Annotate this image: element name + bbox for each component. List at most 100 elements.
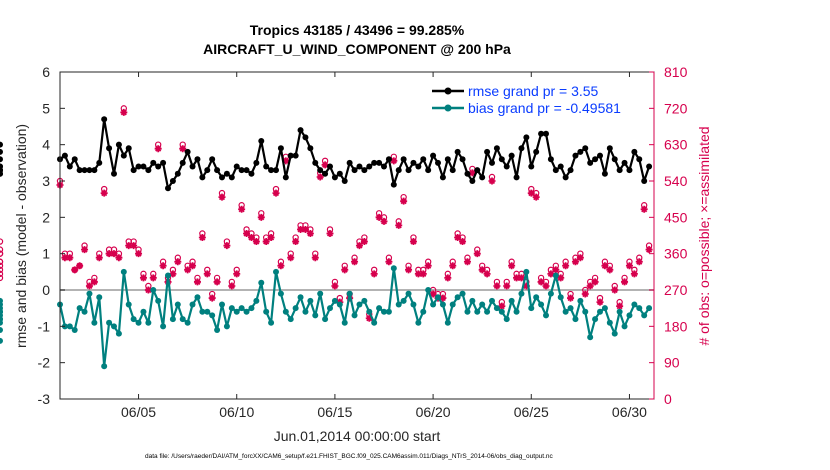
obs-assimilated-marker: [567, 294, 575, 302]
y2-tick-label: 810: [664, 64, 688, 80]
bias-marker: [621, 323, 628, 330]
obs-assimilated-marker: [625, 262, 633, 270]
bias-marker: [395, 301, 402, 308]
y2-tick-label: 270: [664, 282, 688, 298]
y-axis-left: -3 -2 -1 0 1 2 3 4 5 6: [38, 64, 65, 407]
bias-marker: [489, 297, 495, 304]
obs-assimilated-marker: [429, 290, 437, 298]
y2-tick-label: 630: [664, 137, 688, 153]
rmse-marker: [165, 185, 171, 192]
bias-marker: [243, 308, 250, 315]
bias-marker: [209, 312, 216, 319]
rmse-marker: [0, 170, 3, 177]
y2-tick-label: 450: [664, 209, 688, 225]
obs-assimilated-marker: [125, 242, 133, 250]
obs-assimilated-marker: [385, 258, 393, 266]
rmse-marker: [611, 156, 618, 163]
obs-assimilated-marker: [483, 270, 491, 278]
rmse-marker: [597, 152, 603, 159]
obs-assimilated-marker: [601, 262, 609, 270]
obs-assimilated-marker: [360, 238, 368, 246]
rmse-marker: [91, 167, 98, 174]
bias-marker: [356, 301, 363, 308]
bias-marker: [160, 323, 167, 330]
bias-marker: [562, 308, 569, 315]
obs-assimilated-marker: [297, 225, 305, 233]
bias-marker: [125, 301, 132, 308]
obs-assimilated-marker: [478, 266, 486, 274]
obs-assimilated-marker: [527, 189, 535, 197]
obs-assimilated-marker: [228, 282, 236, 290]
rmse-marker: [184, 148, 191, 155]
obs-assimilated-marker: [135, 250, 143, 258]
bias-marker: [498, 308, 505, 315]
bias-marker: [528, 305, 535, 312]
obs-assimilated-marker: [272, 189, 280, 197]
y2-tick-label: 180: [664, 318, 688, 334]
obs-assimilated-marker: [306, 229, 314, 237]
bias-marker: [582, 308, 589, 315]
obs-assimilated-marker: [243, 229, 251, 237]
obs-assimilated-series: [57, 109, 653, 322]
rmse-marker: [258, 138, 265, 145]
rmse-marker: [0, 141, 3, 148]
obs-assimilated-marker: [139, 274, 147, 282]
rmse-marker: [577, 148, 584, 155]
bias-marker: [636, 305, 643, 312]
rmse-marker: [385, 156, 392, 163]
obs-assimilated-marker: [552, 266, 560, 274]
plot-area: [60, 72, 654, 399]
bias-marker: [366, 308, 373, 315]
rmse-marker: [248, 170, 255, 177]
y-tick-label: 5: [42, 100, 50, 116]
rmse-marker: [489, 159, 495, 166]
bias-marker: [199, 308, 206, 315]
rmse-marker: [444, 156, 451, 163]
rmse-marker: [474, 167, 481, 174]
obs-assimilated-marker: [444, 274, 452, 282]
bias-marker: [430, 301, 437, 308]
obs-assimilated-marker: [508, 262, 516, 270]
obs-assimilated-marker: [213, 278, 221, 286]
obs-assimilated-marker: [81, 246, 89, 254]
bias-marker: [322, 316, 329, 323]
obs-assimilated-marker: [473, 250, 481, 258]
obs-assimilated-marker: [571, 258, 579, 266]
obs-assimilated-marker: [503, 282, 511, 290]
obs-assimilated-marker: [76, 262, 84, 270]
bias-marker: [543, 312, 549, 319]
bias-marker: [346, 290, 353, 297]
bias-marker: [351, 312, 358, 319]
bias-marker: [253, 297, 260, 304]
obs-assimilated-marker: [66, 254, 74, 262]
obs-assimilated-marker: [488, 177, 496, 185]
bias-marker: [493, 305, 500, 312]
obs-assimilated-marker: [189, 262, 197, 270]
obs-assimilated-marker: [576, 254, 584, 262]
obs-assimilated-marker: [120, 108, 128, 116]
bias-marker: [552, 272, 559, 279]
y-tick-label: 4: [42, 137, 50, 153]
legend: rmse grand pr = 3.55 bias grand pr = -0.…: [432, 83, 621, 116]
obs-assimilated-marker: [331, 282, 339, 290]
bias-marker: [0, 312, 3, 319]
bias-marker: [435, 294, 441, 301]
bias-marker: [646, 305, 653, 312]
obs-assimilated-marker: [316, 173, 324, 181]
obs-assimilated-marker: [341, 266, 349, 274]
bias-marker: [115, 330, 122, 337]
rmse-marker: [636, 156, 643, 163]
obs-assimilated-marker: [542, 282, 550, 290]
bias-marker: [120, 268, 127, 275]
bias-marker: [361, 297, 368, 304]
rmse-marker: [626, 167, 633, 174]
obs-assimilated-marker: [247, 234, 255, 242]
x-tick-label: 06/10: [219, 404, 254, 420]
bias-marker: [518, 290, 525, 297]
y-tick-label: 6: [42, 64, 50, 80]
obs-assimilated-marker: [380, 217, 388, 225]
rmse-marker: [71, 156, 78, 163]
rmse-marker: [106, 145, 113, 152]
rmse-marker: [567, 167, 574, 174]
obs-assimilated-marker: [238, 205, 246, 213]
